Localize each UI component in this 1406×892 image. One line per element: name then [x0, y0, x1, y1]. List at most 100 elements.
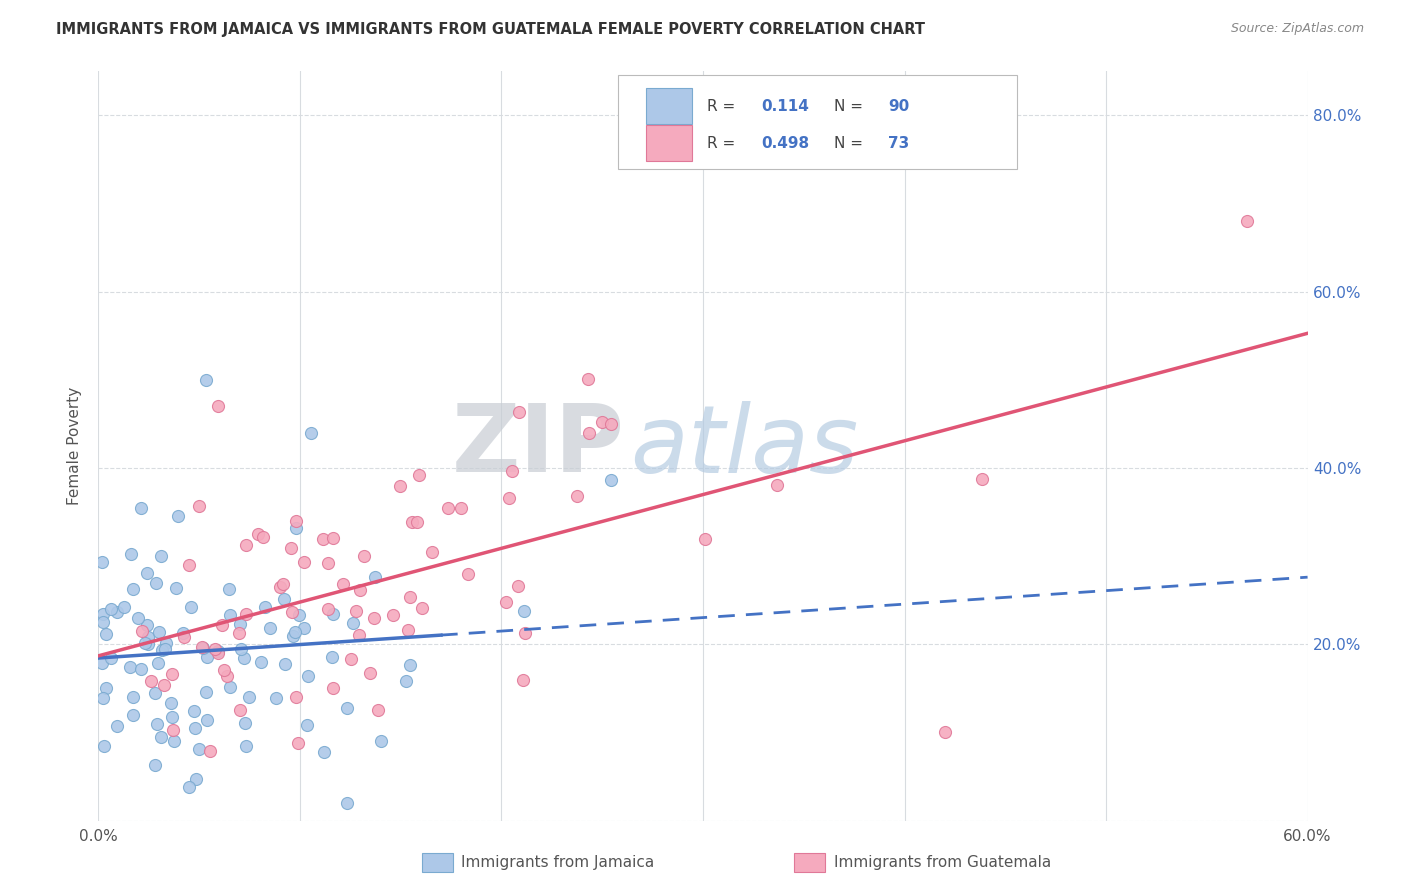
- Point: [321, 649, 343, 664]
- Point: [207, 644, 229, 658]
- Point: [269, 580, 291, 594]
- Point: [166, 509, 188, 524]
- Point: [408, 467, 430, 482]
- Text: N =: N =: [834, 136, 868, 151]
- Point: [184, 722, 207, 736]
- Point: [292, 555, 315, 569]
- Point: [457, 566, 479, 581]
- Point: [235, 607, 257, 621]
- Point: [162, 723, 184, 737]
- Point: [312, 533, 335, 547]
- Text: N =: N =: [834, 99, 868, 114]
- Point: [183, 704, 205, 718]
- Point: [695, 532, 717, 546]
- Point: [207, 400, 229, 414]
- Point: [367, 703, 389, 717]
- Point: [299, 425, 322, 440]
- Point: [382, 608, 405, 623]
- Point: [344, 604, 367, 618]
- Point: [339, 652, 361, 666]
- Point: [396, 623, 419, 637]
- Point: [422, 544, 444, 558]
- Point: [195, 649, 218, 664]
- Point: [578, 372, 600, 386]
- Point: [138, 637, 160, 651]
- Point: [285, 521, 308, 535]
- Point: [105, 719, 128, 733]
- FancyBboxPatch shape: [647, 126, 692, 161]
- Point: [316, 602, 339, 616]
- Point: [136, 630, 159, 644]
- Point: [934, 725, 956, 739]
- Point: [347, 628, 370, 642]
- Point: [264, 690, 287, 705]
- Point: [364, 570, 387, 584]
- Point: [274, 657, 297, 672]
- Point: [336, 796, 359, 810]
- Point: [281, 629, 304, 643]
- Text: Source: ZipAtlas.com: Source: ZipAtlas.com: [1230, 22, 1364, 36]
- Text: R =: R =: [707, 136, 740, 151]
- Point: [193, 641, 215, 656]
- Point: [591, 416, 613, 430]
- Point: [135, 566, 157, 580]
- Text: 73: 73: [889, 136, 910, 151]
- Point: [395, 674, 418, 689]
- Point: [187, 742, 209, 756]
- Point: [285, 514, 308, 528]
- Point: [335, 701, 357, 715]
- Point: [229, 617, 252, 632]
- Point: [401, 515, 423, 529]
- Point: [515, 625, 537, 640]
- Point: [159, 696, 181, 710]
- Point: [250, 655, 273, 669]
- Point: [143, 686, 166, 700]
- Point: [96, 681, 118, 695]
- Point: [218, 582, 240, 597]
- Point: [204, 641, 226, 656]
- Point: [292, 621, 315, 635]
- Point: [972, 472, 994, 486]
- Point: [259, 621, 281, 635]
- Point: [134, 636, 156, 650]
- Point: [211, 617, 233, 632]
- Point: [184, 772, 207, 786]
- Text: 90: 90: [889, 99, 910, 114]
- Point: [148, 625, 170, 640]
- Point: [332, 577, 354, 591]
- Point: [498, 491, 520, 505]
- Point: [280, 541, 302, 555]
- Point: [90, 656, 112, 670]
- Point: [160, 710, 183, 724]
- Point: [146, 717, 169, 731]
- Point: [228, 703, 250, 717]
- Point: [359, 666, 381, 681]
- Point: [118, 660, 141, 674]
- Point: [238, 690, 260, 704]
- Point: [316, 556, 339, 570]
- Text: IMMIGRANTS FROM JAMAICA VS IMMIGRANTS FROM GUATEMALA FEMALE POVERTY CORRELATION : IMMIGRANTS FROM JAMAICA VS IMMIGRANTS FR…: [56, 22, 925, 37]
- Point: [322, 531, 344, 545]
- Point: [93, 739, 115, 753]
- Point: [1236, 214, 1258, 228]
- Point: [228, 626, 250, 640]
- Text: ZIP: ZIP: [451, 400, 624, 492]
- Point: [141, 674, 163, 689]
- Point: [349, 582, 371, 597]
- Point: [91, 691, 114, 706]
- Point: [235, 538, 257, 552]
- Point: [353, 549, 375, 563]
- Point: [252, 530, 274, 544]
- Point: [149, 549, 172, 563]
- Point: [284, 625, 307, 640]
- Point: [177, 780, 200, 794]
- Text: Immigrants from Jamaica: Immigrants from Jamaica: [461, 855, 654, 870]
- Point: [436, 501, 458, 516]
- Point: [217, 669, 239, 683]
- Text: 0.498: 0.498: [761, 136, 810, 151]
- Point: [513, 604, 536, 618]
- Point: [191, 640, 214, 655]
- Point: [232, 650, 254, 665]
- Point: [450, 500, 472, 515]
- Point: [287, 608, 309, 623]
